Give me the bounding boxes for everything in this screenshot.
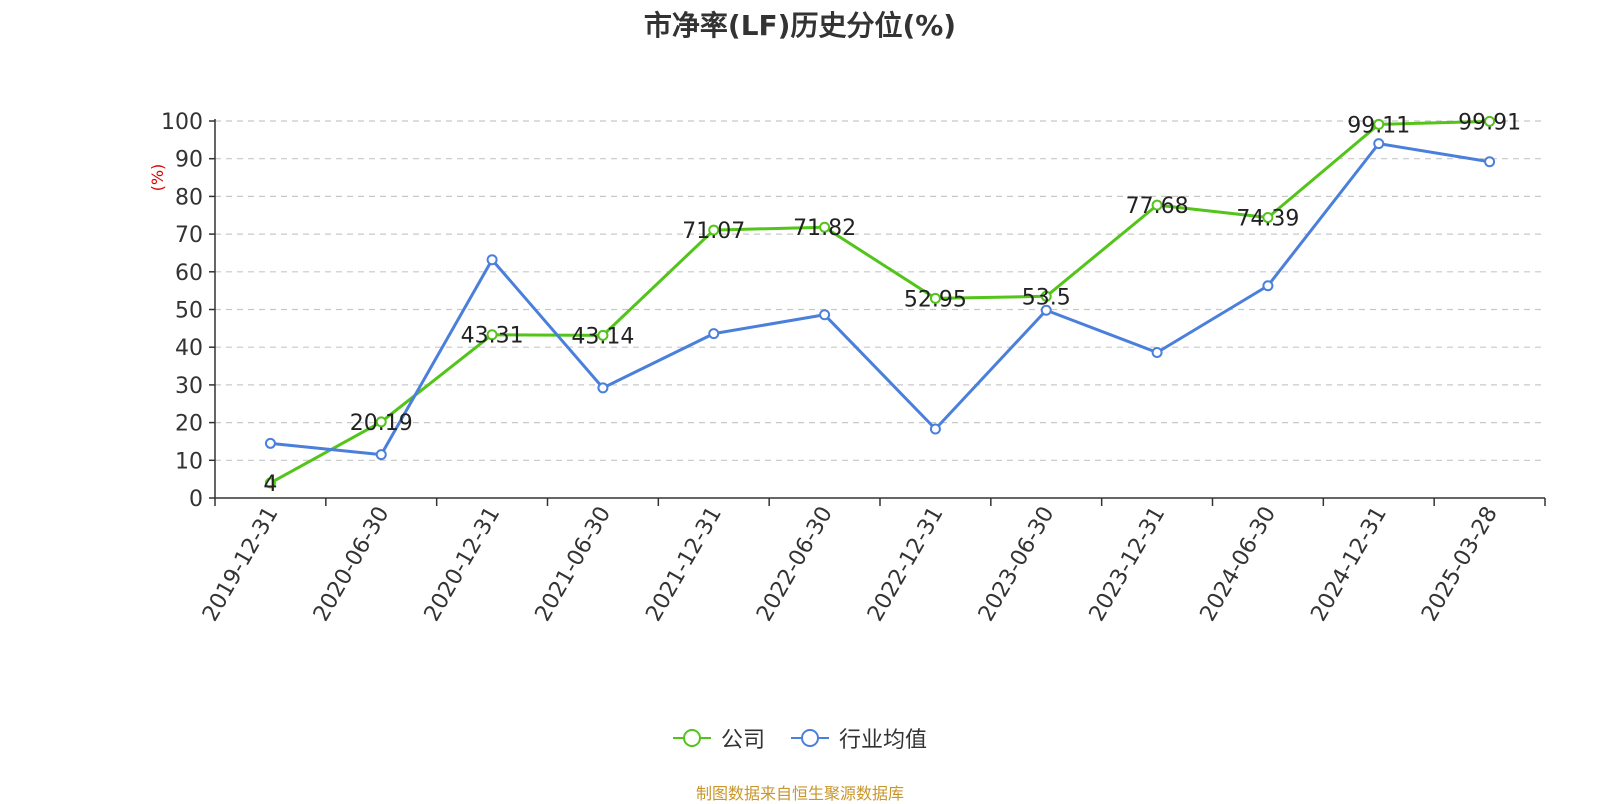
data-point xyxy=(929,423,941,435)
x-tick-label: 2021-06-30 xyxy=(531,503,617,626)
x-tick-label: 2020-12-31 xyxy=(420,503,506,626)
x-tick-label: 2023-06-30 xyxy=(974,503,1060,626)
x-tick-label: 2025-03-28 xyxy=(1417,503,1503,626)
data-point xyxy=(1373,138,1385,150)
x-tick-label: 2023-12-31 xyxy=(1085,503,1171,626)
data-label: 52.95 xyxy=(904,287,967,312)
data-point xyxy=(1151,346,1163,358)
data-point xyxy=(597,382,609,394)
grid-lines xyxy=(215,120,1545,461)
data-label: 53.5 xyxy=(1022,285,1071,310)
series-line-industry-average xyxy=(270,142,1490,457)
data-point xyxy=(1484,156,1496,168)
data-point xyxy=(929,292,941,304)
data-label: 77.68 xyxy=(1126,194,1189,219)
legend-marker-company xyxy=(672,729,711,747)
legend: 公司 行业均值 xyxy=(0,722,1600,754)
data-point xyxy=(264,437,276,449)
data-point xyxy=(486,254,498,266)
data-point xyxy=(1151,199,1163,211)
y-tick-label: 70 xyxy=(175,223,203,248)
legend-label-industry-average: 行业均值 xyxy=(839,728,928,753)
legend-item-company[interactable]: 公司 xyxy=(672,722,765,754)
data-label: 71.07 xyxy=(682,219,745,244)
data-point xyxy=(1040,290,1052,302)
x-tick-label: 2022-06-30 xyxy=(752,503,838,626)
data-point xyxy=(708,328,720,340)
data-label: 20.19 xyxy=(350,411,413,436)
legend-item-industry-average[interactable]: 行业均值 xyxy=(791,722,927,754)
y-tick-label: 50 xyxy=(175,299,203,324)
data-label: 43.31 xyxy=(461,324,524,349)
data-point xyxy=(819,221,831,233)
series-lines xyxy=(264,115,1496,489)
data-labels: 4 20.19 43.31 43.14 71.07 71.82 52.95 53.5 77.68… xyxy=(263,110,1521,497)
y-tick-label: 80 xyxy=(175,185,203,210)
data-point xyxy=(486,329,498,341)
y-tick-label: 100 xyxy=(161,110,203,135)
data-point xyxy=(375,416,387,428)
y-tick-label: 40 xyxy=(175,336,203,361)
y-tick-label: 0 xyxy=(189,487,203,512)
legend-label-company: 公司 xyxy=(720,728,765,753)
y-tick-label: 30 xyxy=(175,374,203,399)
data-point xyxy=(1040,304,1052,316)
y-tick-label: 10 xyxy=(175,449,203,474)
data-label: 99.91 xyxy=(1458,110,1521,135)
x-tick-label: 2024-12-31 xyxy=(1306,503,1392,626)
x-tick-label: 2024-06-30 xyxy=(1196,503,1282,626)
legend-marker-industry-average xyxy=(791,729,829,747)
y-axis-label: (%) xyxy=(148,164,167,192)
source-note: 制图数据来自恒生聚源数据库 xyxy=(695,784,904,803)
data-point xyxy=(1262,280,1274,292)
data-label: 4 xyxy=(263,472,277,497)
data-point xyxy=(1262,212,1274,224)
data-point xyxy=(1373,118,1385,130)
x-tick-label: 2022-12-31 xyxy=(863,503,949,626)
data-label: 74.39 xyxy=(1236,207,1299,232)
data-point xyxy=(264,477,276,489)
chart-title: 市净率(LF)历史分位(%) xyxy=(643,9,957,42)
data-point xyxy=(1484,115,1496,127)
data-label: 99.11 xyxy=(1347,113,1410,138)
y-tick-label: 90 xyxy=(175,148,203,173)
series-line-company xyxy=(269,119,1490,485)
data-point xyxy=(375,449,387,461)
y-tick-label: 60 xyxy=(175,261,203,286)
data-point xyxy=(708,224,720,236)
x-tick-label: 2020-06-30 xyxy=(309,503,395,626)
y-tick-label: 20 xyxy=(175,412,203,437)
data-label: 43.14 xyxy=(571,324,634,349)
axes: 0 10 20 30 40 50 60 70 80 90 100 (%) 2019-12-31 2020-… xyxy=(148,110,1546,626)
x-tick-label: 2021-12-31 xyxy=(641,503,727,626)
data-label: 71.82 xyxy=(793,216,856,241)
data-point xyxy=(597,329,609,341)
x-tick-label: 2019-12-31 xyxy=(198,503,284,626)
data-point xyxy=(819,309,831,321)
